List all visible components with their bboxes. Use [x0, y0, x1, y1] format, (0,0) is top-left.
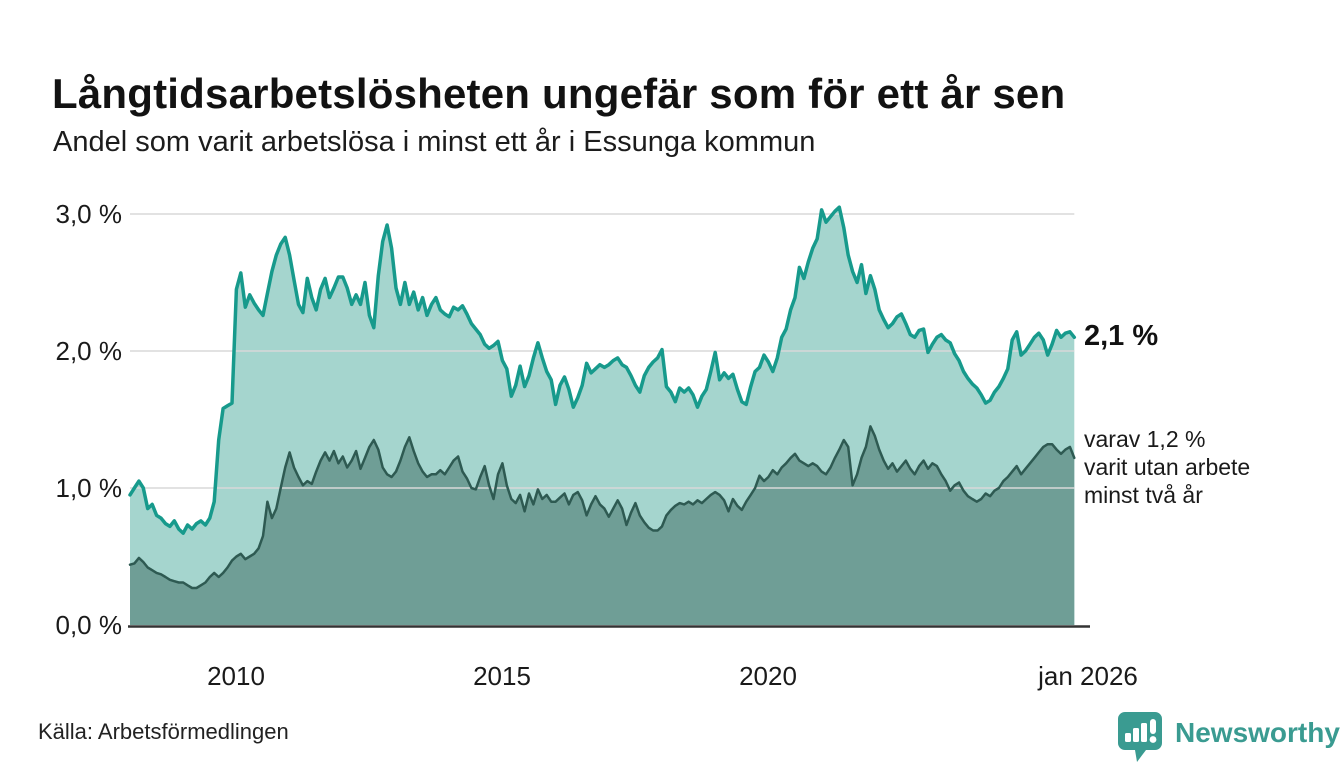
- chart-subtitle: Andel som varit arbetslösa i minst ett å…: [53, 126, 816, 158]
- y-axis-tick-label: 0,0 %: [55, 610, 123, 640]
- y-axis-tick-label: 1,0 %: [55, 473, 123, 503]
- newsworthy-wordmark: Newsworthy: [1175, 717, 1340, 748]
- newsworthy-logo: Newsworthy: [1116, 710, 1340, 766]
- x-axis-tick-label: 2015: [473, 661, 531, 691]
- x-axis-tick-label: 2010: [207, 661, 265, 691]
- latest-value-label: 2,1 %: [1084, 320, 1159, 352]
- y-axis-tick-label: 2,0 %: [55, 336, 123, 366]
- x-axis-tick-label: jan 2026: [1038, 661, 1138, 691]
- x-axis-tick-label: 2020: [739, 661, 797, 691]
- breakdown-note-label: varav 1,2 % varit utan arbete minst två …: [1084, 426, 1251, 508]
- y-axis-tick-label: 3,0 %: [55, 199, 123, 229]
- newsworthy-logo-icon: [1118, 712, 1162, 762]
- chart-title: Långtidsarbetslösheten ungefär som för e…: [52, 70, 1066, 118]
- source-label: Källa: Arbetsförmedlingen: [38, 719, 289, 744]
